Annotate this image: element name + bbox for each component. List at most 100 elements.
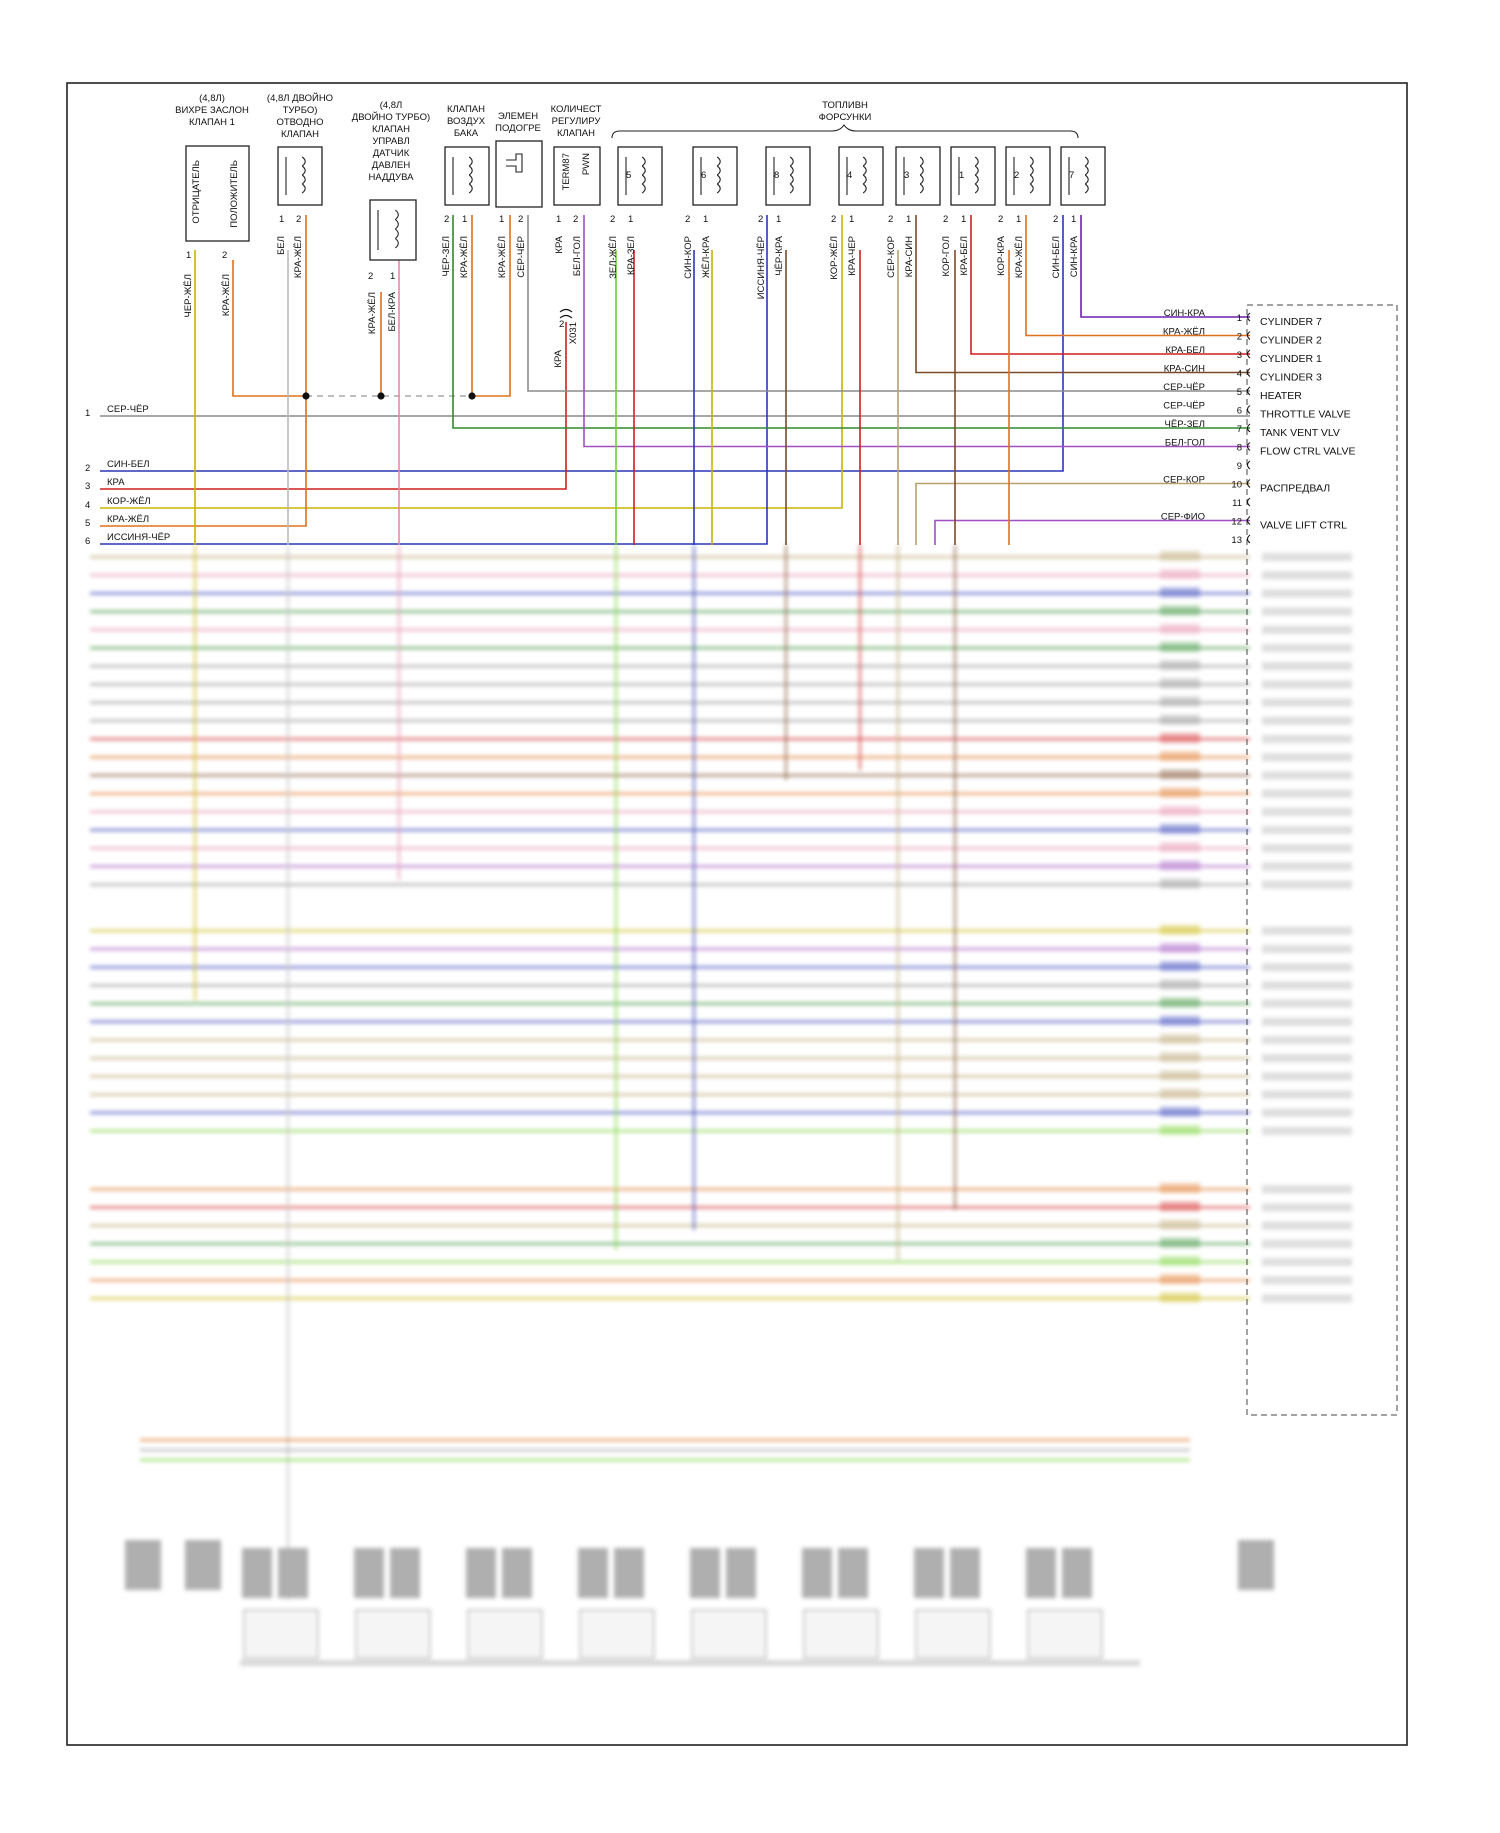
solenoid-icon xyxy=(895,146,941,206)
blurred-text xyxy=(1262,1054,1352,1063)
blurred-lower-section xyxy=(90,545,1352,1666)
wire-label: КРА-ЗЕЛ xyxy=(626,236,637,275)
blurred-label xyxy=(1160,605,1200,616)
heater-icon xyxy=(506,153,523,173)
blurred-coil-connector xyxy=(390,1548,420,1598)
blurred-text xyxy=(1262,571,1352,580)
blurred-label xyxy=(1160,569,1200,580)
injector-number: 4 xyxy=(847,170,852,181)
pin-number: 2 xyxy=(296,214,301,225)
wire-left-5 xyxy=(100,215,307,527)
blurred-coil-body xyxy=(1027,1609,1103,1659)
blurred-label xyxy=(1160,733,1200,743)
pin-number: 2 xyxy=(444,214,449,225)
blurred-text xyxy=(1262,1258,1352,1266)
injector-number: 8 xyxy=(774,170,779,181)
left-terminal-number: 2 xyxy=(85,463,90,474)
blurred-label xyxy=(1160,1070,1200,1081)
injector-number: 3 xyxy=(904,170,909,181)
blurred-label xyxy=(1160,1219,1200,1230)
ecu-pin-arrow-icon xyxy=(1246,460,1251,470)
ecu-pin-number: 1 xyxy=(1237,313,1242,324)
ecu-pin-number: 13 xyxy=(1231,535,1242,546)
ecu-pin-arrow-icon xyxy=(1246,405,1251,414)
blurred-label xyxy=(1160,961,1200,972)
coil-icon xyxy=(789,156,794,194)
swirl-pin-label: ОТРИЦАТЕЛЬ xyxy=(191,160,202,224)
wire-label: КРА-ЖЁЛ xyxy=(221,274,232,316)
coil-icon xyxy=(974,156,979,194)
boost-sensor-title: ДАВЛЕН xyxy=(372,160,411,171)
flow-valve-title: КОЛИЧЕСТ xyxy=(551,104,602,115)
ecu-wire-label: КРА-БЕЛ xyxy=(1165,345,1205,356)
wire-swirl-pos xyxy=(232,260,306,397)
wire-valve-lift xyxy=(934,519,1250,545)
blurred-label xyxy=(1160,587,1200,598)
left-terminal-wire-label: СЕР-ЧЁР xyxy=(107,404,149,415)
blurred-text xyxy=(1262,1239,1352,1248)
ecu-pin-label: THROTTLE VALVE xyxy=(1260,409,1351,421)
blurred-coil-body xyxy=(691,1609,767,1659)
blurred-label xyxy=(1160,997,1200,1008)
blurred-coil-connector xyxy=(242,1548,272,1598)
coil-icon xyxy=(641,156,646,194)
wire-cyl2 xyxy=(1025,215,1250,337)
swirl-flap-box xyxy=(185,145,250,242)
coil-icon xyxy=(301,156,306,194)
injector-number: 2 xyxy=(1014,170,1019,181)
ecu-wire-label: СЕР-ЧЁР xyxy=(1163,401,1205,412)
blurred-label xyxy=(1160,824,1200,834)
blurred-label xyxy=(1160,787,1200,798)
ecu-pin-arrow-icon xyxy=(1246,423,1251,433)
blurred-label xyxy=(1160,979,1200,990)
ecu-pin-arrow-icon xyxy=(1246,442,1251,451)
blurred-coil-connector xyxy=(802,1548,832,1598)
blurred-coil-body xyxy=(243,1609,319,1659)
ecu-pin-arrow-icon xyxy=(1246,331,1251,340)
blurred-label xyxy=(1160,769,1200,780)
injectors-bracket xyxy=(611,124,1079,139)
blurred-text xyxy=(1262,981,1352,990)
ecu-pin-label: FLOW CTRL VALVE xyxy=(1260,446,1356,458)
blurred-text xyxy=(1262,963,1352,972)
coil-icon xyxy=(1084,156,1089,194)
left-terminal-number: 1 xyxy=(85,408,90,419)
component-layer xyxy=(185,124,1398,1416)
turbo-bypass-title: ТУРБО) xyxy=(283,105,318,116)
wire-label: БЕЛ xyxy=(276,236,287,255)
wire-label: КРА-БЕЛ xyxy=(959,236,970,276)
wire-label: КРА-ЖЁЛ xyxy=(1014,236,1025,278)
pin-number: 2 xyxy=(685,214,690,225)
blurred-text xyxy=(1262,1185,1352,1194)
coil-icon xyxy=(394,209,399,249)
flow-valve-box xyxy=(553,146,601,206)
ecu-pin-arrow-icon xyxy=(1246,368,1251,377)
ecu-pin-label: CYLINDER 3 xyxy=(1260,372,1322,384)
blurred-coil-connector xyxy=(278,1548,308,1598)
tank-vent-title: БАКА xyxy=(454,128,479,139)
wire-label: КОР-КРА xyxy=(996,235,1007,276)
ecu-wire-label: ЧЁР-ЗЕЛ xyxy=(1165,419,1205,430)
swirl-flap-title: КЛАПАН 1 xyxy=(189,117,235,128)
pin-number: 2 xyxy=(758,214,763,225)
blurred-text xyxy=(1262,771,1352,780)
heater-title: ЭЛЕМЕН xyxy=(498,111,538,122)
blurred-coil-body xyxy=(803,1609,879,1659)
turbo-bypass-title: ОТВОДНО xyxy=(276,117,323,128)
blurred-label xyxy=(1160,842,1200,853)
ecu-pin-number: 9 xyxy=(1237,461,1242,472)
pin-number: 2 xyxy=(368,271,373,282)
blurred-coil-connector xyxy=(502,1548,532,1598)
blurred-text xyxy=(1262,1221,1352,1230)
coil-icon xyxy=(468,156,473,194)
blurred-text xyxy=(1262,589,1352,598)
blurred-label xyxy=(1160,1125,1200,1135)
pin-number: 1 xyxy=(703,214,708,225)
wire-tank-heater xyxy=(471,215,511,397)
blurred-text xyxy=(1262,753,1352,762)
blurred-coil-connector xyxy=(354,1548,384,1598)
wire-label: КРА-ЧЕР xyxy=(847,236,858,276)
blurred-label xyxy=(1160,878,1200,889)
wire-label: КРА-СИН xyxy=(904,236,915,277)
